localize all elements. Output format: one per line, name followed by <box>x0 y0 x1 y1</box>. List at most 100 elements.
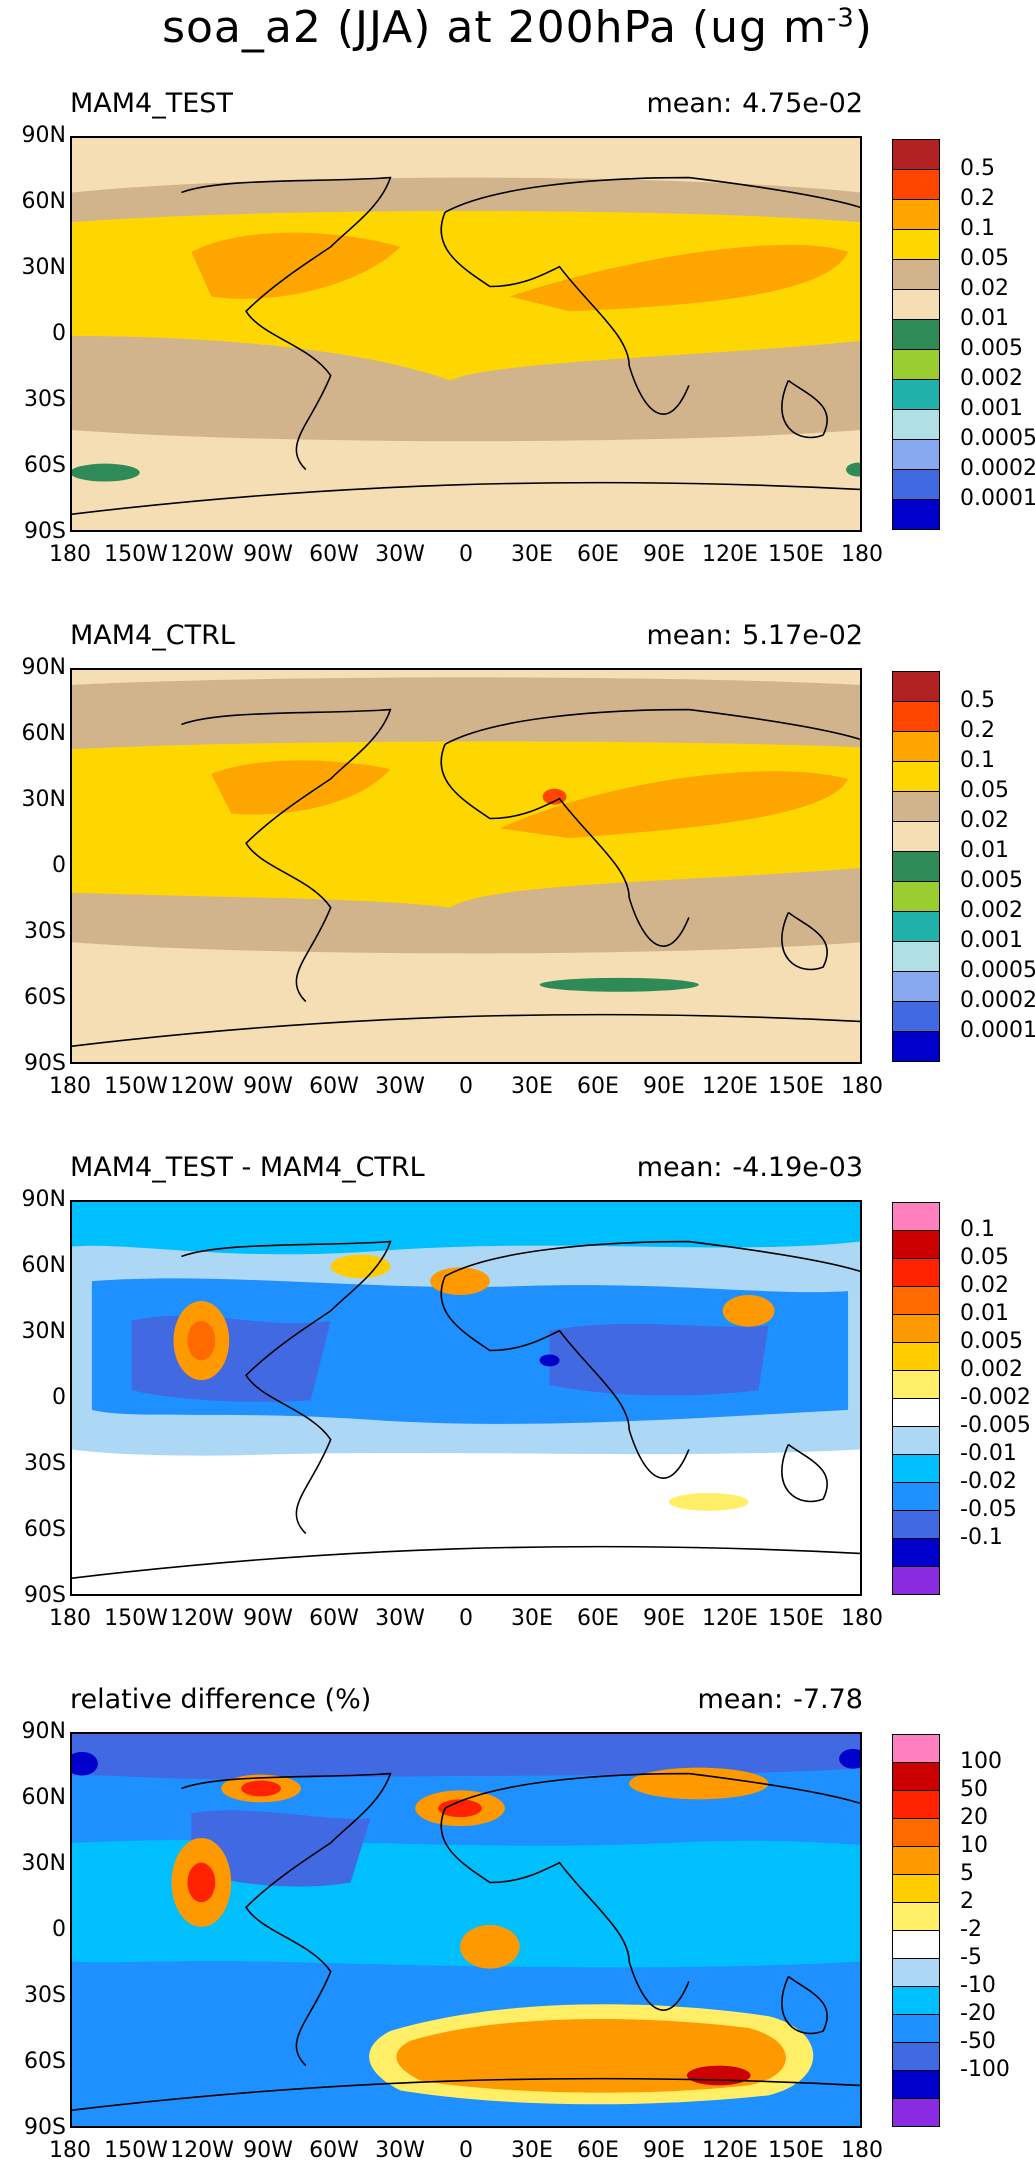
x-tick-label: 0 <box>459 2138 473 2163</box>
y-tick-label: 90S <box>2 2115 66 2140</box>
x-tick-label: 60W <box>309 2138 359 2163</box>
colorbar-label: 20 <box>960 1805 988 1830</box>
x-tick-label: 180 <box>49 542 91 567</box>
colorbar-label: 0.2 <box>960 186 995 211</box>
colorbar-label: 0.05 <box>960 1245 1009 1270</box>
colorbar-label: -2 <box>960 1917 982 1942</box>
colorbar-label: -50 <box>960 2029 996 2054</box>
colorbar-swatch <box>892 1398 940 1426</box>
y-tick-label: 60N <box>2 721 66 746</box>
colorbar-swatch <box>892 851 940 881</box>
x-tick-label: 60W <box>309 1606 359 1631</box>
colorbar-label: 0.02 <box>960 1273 1009 1298</box>
x-tick-label: 120E <box>702 1606 758 1631</box>
x-tick-label: 180 <box>841 1074 883 1099</box>
colorbar-swatch <box>892 2014 940 2042</box>
y-tick-label: 30N <box>2 255 66 280</box>
panel-title: MAM4_TEST - MAM4_CTRL <box>70 1152 425 1183</box>
y-tick-label: 30S <box>2 1451 66 1476</box>
colorbar-swatch <box>892 229 940 259</box>
y-tick-label: 30N <box>2 1851 66 1876</box>
x-tick-label: 90W <box>243 1074 293 1099</box>
colorbar-label: -20 <box>960 2001 996 2026</box>
colorbar-label: 0.2 <box>960 718 995 743</box>
y-tick-label: 30N <box>2 787 66 812</box>
colorbar-swatch <box>892 319 940 349</box>
colorbar-label: 0.002 <box>960 898 1023 923</box>
colorbar-swatch <box>892 791 940 821</box>
colorbar-label: 0.1 <box>960 216 995 241</box>
y-tick-label: 60N <box>2 1785 66 1810</box>
colorbar-swatch <box>892 2070 940 2098</box>
colorbar-label: 0.1 <box>960 748 995 773</box>
colorbar-swatch <box>892 701 940 731</box>
colorbar-label: 2 <box>960 1889 974 1914</box>
colorbar-swatch <box>892 1314 940 1342</box>
colorbar-swatch <box>892 169 940 199</box>
y-tick-label: 60S <box>2 2049 66 2074</box>
y-tick-label: 30N <box>2 1319 66 1344</box>
y-tick-label: 90N <box>2 123 66 148</box>
colorbar-label: 0.0001 <box>960 1018 1035 1043</box>
colorbar-label: -0.005 <box>960 1413 1031 1438</box>
colorbar-swatch <box>892 1818 940 1846</box>
x-tick-label: 30W <box>375 2138 425 2163</box>
colorbar-swatch <box>892 671 940 701</box>
colorbar-label: 0.5 <box>960 688 995 713</box>
colorbar-label: 10 <box>960 1833 988 1858</box>
colorbar <box>892 1202 940 1595</box>
colorbar-label: -0.002 <box>960 1385 1031 1410</box>
colorbar-label: -0.05 <box>960 1497 1017 1522</box>
colorbar-swatch <box>892 1342 940 1370</box>
mean-value: -4.19e-03 <box>732 1152 863 1183</box>
x-tick-label: 90E <box>643 1606 685 1631</box>
y-tick-label: 90S <box>2 1051 66 1076</box>
x-tick-label: 60W <box>309 542 359 567</box>
x-tick-label: 180 <box>841 2138 883 2163</box>
x-tick-label: 60E <box>577 1606 619 1631</box>
y-tick-label: 60S <box>2 1517 66 1542</box>
colorbar-swatch <box>892 1286 940 1314</box>
panel-title: relative difference (%) <box>70 1684 371 1715</box>
colorbar-swatch <box>892 2098 940 2127</box>
mean-label: mean: <box>647 620 733 651</box>
colorbar-swatch <box>892 1510 940 1538</box>
colorbar <box>892 671 940 1062</box>
x-tick-label: 150E <box>768 2138 824 2163</box>
colorbar-swatch <box>892 1031 940 1062</box>
colorbar-swatch <box>892 1874 940 1902</box>
colorbar-label: 0.0005 <box>960 958 1035 983</box>
mean-value: 5.17e-02 <box>742 620 863 651</box>
colorbar-label: 0.0005 <box>960 426 1035 451</box>
colorbar-label: -10 <box>960 1973 996 1998</box>
map-plot <box>70 668 862 1064</box>
colorbar-label: 0.05 <box>960 778 1009 803</box>
colorbar-swatch <box>892 1986 940 2014</box>
mean-value: 4.75e-02 <box>742 88 863 119</box>
colorbar-swatch <box>892 349 940 379</box>
colorbar-label: 0.0001 <box>960 486 1035 511</box>
y-tick-label: 0 <box>2 853 66 878</box>
y-tick-label: 30S <box>2 1983 66 2008</box>
map-plot <box>70 1732 862 2128</box>
mean-label: mean: <box>647 88 733 119</box>
x-tick-label: 0 <box>459 1606 473 1631</box>
panel-title: MAM4_CTRL <box>70 620 235 651</box>
colorbar-label: 0.01 <box>960 838 1009 863</box>
x-tick-label: 120W <box>170 1074 234 1099</box>
x-tick-label: 150W <box>104 2138 168 2163</box>
colorbar-label: -5 <box>960 1945 982 1970</box>
x-tick-label: 120E <box>702 1074 758 1099</box>
map-field <box>72 1202 860 1594</box>
colorbar-swatch <box>892 199 940 229</box>
colorbar-swatch <box>892 821 940 851</box>
colorbar-label: 0.005 <box>960 1329 1023 1354</box>
colorbar-swatch <box>892 1454 940 1482</box>
x-tick-label: 60W <box>309 1074 359 1099</box>
colorbar-swatch <box>892 1930 940 1958</box>
colorbar-swatch <box>892 1734 940 1762</box>
colorbar-label: -0.01 <box>960 1441 1017 1466</box>
colorbar-label: -0.1 <box>960 1525 1003 1550</box>
x-tick-label: 90E <box>643 1074 685 1099</box>
colorbar-swatch <box>892 139 940 169</box>
